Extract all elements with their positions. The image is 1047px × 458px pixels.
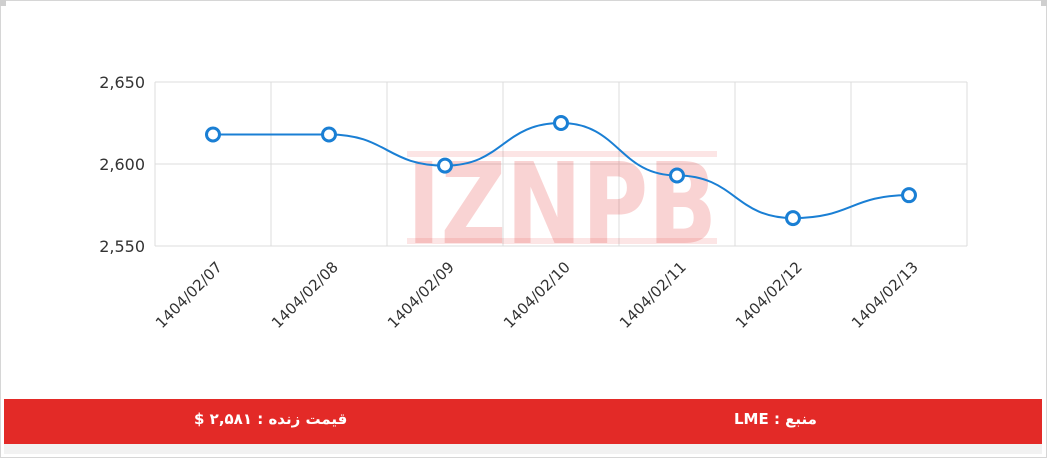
x-tick-label: 1404/02/08 — [268, 258, 342, 332]
data-point — [901, 187, 917, 204]
y-tick-label: 2,600 — [99, 155, 145, 174]
watermark-text: IZNPB — [407, 140, 717, 270]
bottom-strip — [4, 444, 1042, 454]
frame-corner — [0, 0, 6, 6]
data-point — [669, 167, 685, 184]
series-layer — [205, 115, 917, 227]
x-tick-label: 1404/02/13 — [848, 258, 922, 332]
data-point — [437, 157, 453, 174]
y-axis-ticks: 2,550 2,600 2,650 — [99, 73, 145, 256]
y-tick-label: 2,550 — [99, 237, 145, 256]
watermark-stripe — [407, 238, 717, 244]
x-tick-label: 1404/02/07 — [152, 258, 226, 332]
live-price-label: قیمت زنده : ۲,۵۸۱ $ — [194, 410, 348, 428]
data-point — [321, 126, 337, 143]
y-tick-label: 2,650 — [99, 73, 145, 92]
line-chart: IZNPB 2,550 2,600 2,650 1404/02/07 1404/02/… — [99, 73, 968, 332]
info-footer: قیمت زنده : ۲,۵۸۱ $ منبع : LME — [4, 399, 1042, 444]
chart-grid — [154, 81, 968, 247]
x-tick-label: 1404/02/12 — [732, 258, 806, 332]
data-point — [553, 115, 569, 131]
source-label: منبع : LME — [734, 410, 817, 428]
frame-corner — [1041, 0, 1047, 6]
watermark-stripe — [407, 151, 717, 157]
data-point — [785, 210, 801, 227]
watermark-logo: IZNPB — [407, 140, 717, 270]
data-point — [205, 126, 221, 143]
